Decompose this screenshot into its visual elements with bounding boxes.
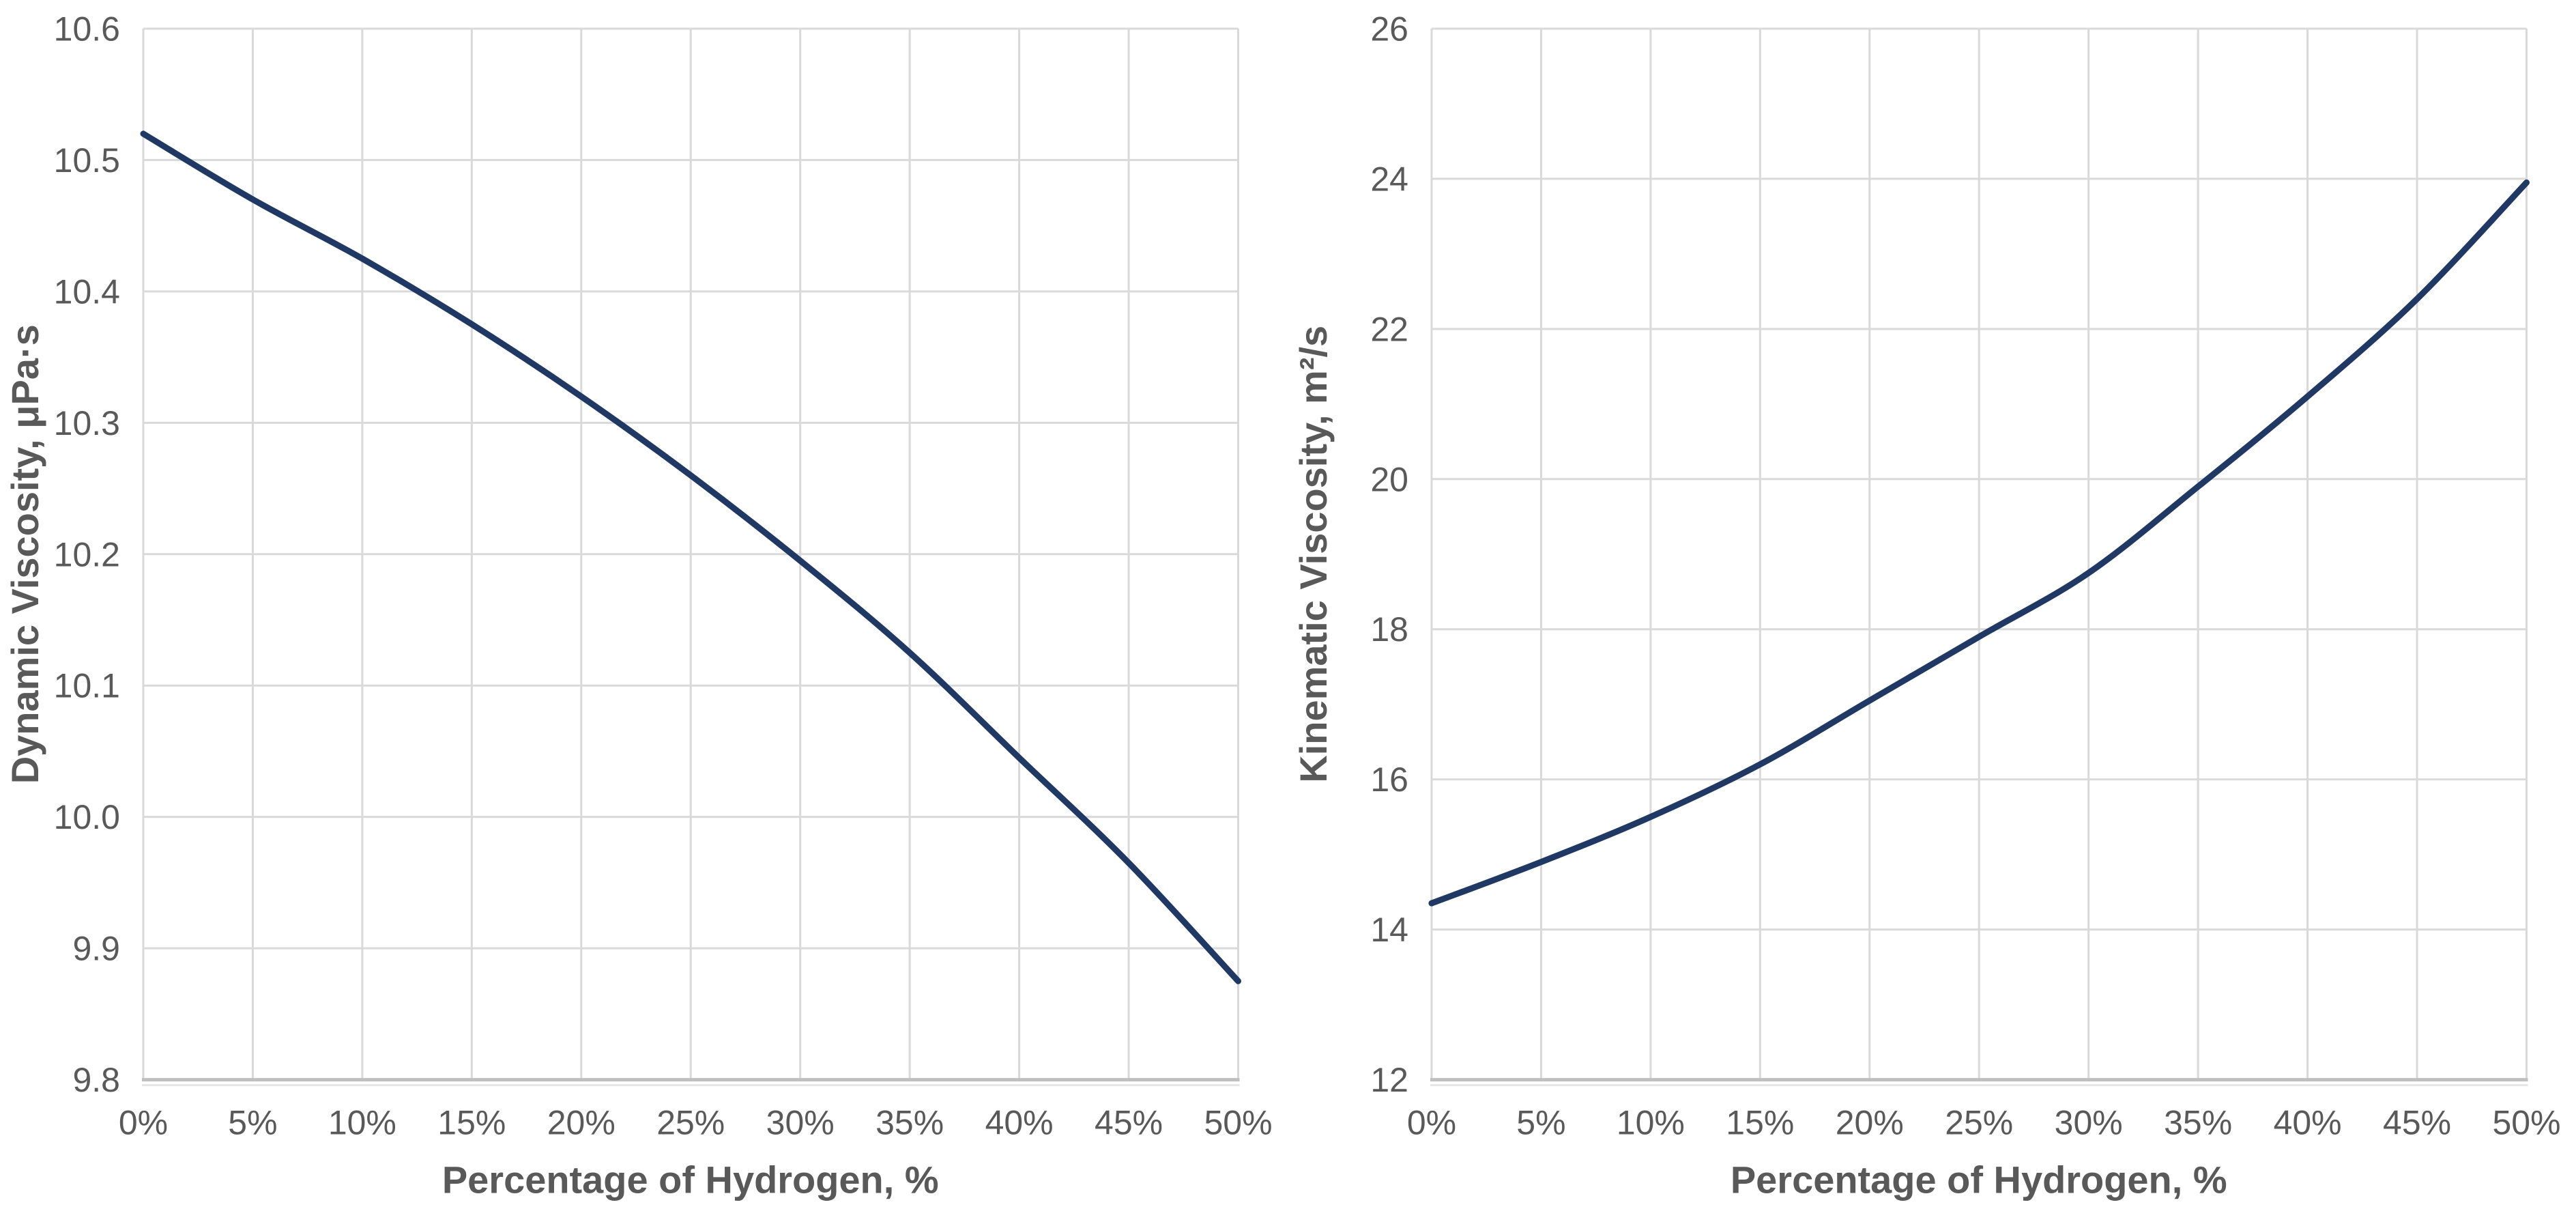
x-tick-label: 20% (1835, 1104, 1903, 1142)
x-tick-label: 10% (1616, 1104, 1684, 1142)
x-tick-label: 25% (1945, 1104, 2013, 1142)
x-tick-label: 30% (2054, 1104, 2122, 1142)
y-tick-label: 10.0 (54, 798, 120, 836)
y-tick-label: 14 (1370, 911, 1408, 949)
y-tick-label: 26 (1370, 10, 1408, 48)
x-tick-label: 45% (2383, 1104, 2451, 1142)
y-tick-label: 9.8 (72, 1061, 119, 1099)
y-tick-label: 24 (1370, 160, 1408, 198)
y-tick-label: 12 (1370, 1061, 1408, 1099)
y-tick-label: 22 (1370, 310, 1408, 348)
x-tick-label: 50% (2492, 1104, 2560, 1142)
x-tick-label: 35% (2164, 1104, 2232, 1142)
tick-labels: 12 14 16 18 20 22 24 26 0% 5% 10% 15% 20% 25% 30% 35% 40… (1370, 10, 2560, 1141)
series-lines (1428, 179, 2530, 907)
x-tick-label: 40% (2273, 1104, 2341, 1142)
x-tick-label: 0% (119, 1104, 168, 1142)
x-tick-label: 10% (328, 1104, 396, 1142)
axis-lines (141, 1078, 1240, 1087)
y-tick-label: 10.2 (54, 535, 120, 573)
x-tick-label: 35% (875, 1104, 944, 1142)
dynamic-viscosity-curve (140, 130, 1242, 984)
x-tick-label: 15% (1726, 1104, 1794, 1142)
x-tick-label: 30% (766, 1104, 835, 1142)
axis-lines (1430, 1078, 2528, 1087)
kinematic-viscosity-chart: 12 14 16 18 20 22 24 26 0% 5% 10% 15% 20% 25% 30% 35% 40… (1288, 0, 2576, 1209)
kinematic-viscosity-curve (1428, 179, 2530, 907)
kinematic-viscosity-chart-svg: 12 14 16 18 20 22 24 26 0% 5% 10% 15% 20% 25% 30% 35% 40… (1291, 10, 2560, 1201)
gridlines (142, 27, 1240, 1080)
x-axis-title: Percentage of Hydrogen, % (442, 1158, 939, 1201)
y-tick-label: 10.4 (54, 272, 120, 311)
x-tick-label: 5% (1516, 1104, 1565, 1142)
x-axis-title: Percentage of Hydrogen, % (1730, 1158, 2227, 1201)
y-tick-label: 20 (1370, 460, 1408, 498)
x-tick-label: 15% (437, 1104, 506, 1142)
series-lines (140, 130, 1242, 984)
tick-labels: 9.8 9.9 10.0 10.1 10.2 10.3 10.4 10.5 10.6 0% 5% 10… (54, 10, 1273, 1141)
y-axis-title: Kinematic Viscosity, m²/s (1291, 326, 1334, 783)
y-tick-label: 10.6 (54, 10, 120, 48)
y-tick-label: 18 (1370, 610, 1408, 649)
x-tick-label: 40% (985, 1104, 1054, 1142)
x-tick-label: 0% (1406, 1104, 1456, 1142)
y-tick-label: 9.9 (72, 930, 119, 968)
gridlines (1430, 27, 2528, 1080)
y-tick-label: 10.5 (54, 141, 120, 180)
dynamic-viscosity-chart-svg: 9.8 9.9 10.0 10.1 10.2 10.3 10.4 10.5 10.6 0% 5% 10… (3, 10, 1273, 1201)
x-tick-label: 5% (228, 1104, 277, 1142)
y-tick-label: 10.1 (54, 667, 120, 705)
y-axis-title: Dynamic Viscosity, μPa·s (3, 324, 46, 784)
x-tick-label: 50% (1204, 1104, 1273, 1142)
dynamic-viscosity-chart: 9.8 9.9 10.0 10.1 10.2 10.3 10.4 10.5 10.6 0% 5% 10… (3, 10, 1273, 1201)
y-tick-label: 16 (1370, 760, 1408, 799)
x-tick-label: 25% (656, 1104, 725, 1142)
y-tick-label: 10.3 (54, 404, 120, 442)
x-tick-label: 20% (547, 1104, 616, 1142)
x-tick-label: 45% (1095, 1104, 1163, 1142)
